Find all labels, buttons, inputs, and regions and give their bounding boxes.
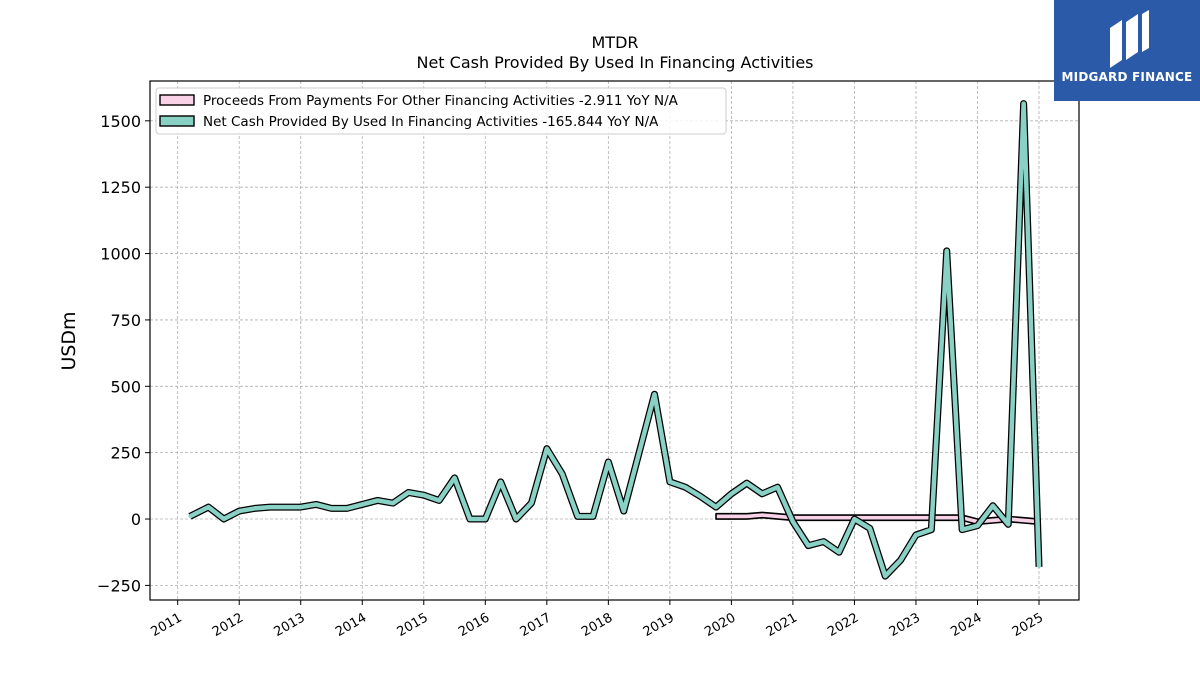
- x-tick-label: 2012: [210, 610, 246, 640]
- data-point: [222, 517, 226, 521]
- y-tick-label: 1250: [100, 178, 141, 197]
- data-point: [852, 517, 856, 521]
- data-point: [314, 502, 318, 506]
- y-tick-label: −250: [97, 576, 141, 595]
- data-point: [529, 501, 533, 505]
- data-point: [637, 451, 641, 455]
- midgard-logo-icon: [1110, 10, 1149, 68]
- data-point: [576, 514, 580, 518]
- data-point: [883, 574, 887, 578]
- x-tick-label: 2017: [518, 610, 554, 640]
- x-tick-label: 2015: [395, 610, 431, 640]
- data-point: [237, 509, 241, 513]
- data-point: [791, 520, 795, 524]
- y-axis-label: USDm: [58, 311, 80, 370]
- x-tick-label: 2024: [948, 610, 984, 640]
- data-point: [453, 476, 457, 480]
- legend-label-proceeds: Proceeds From Payments For Other Financi…: [203, 93, 679, 109]
- data-point: [499, 480, 503, 484]
- data-point: [483, 517, 487, 521]
- legend-swatch-proceeds: [159, 94, 195, 106]
- data-point: [668, 480, 672, 484]
- y-tick-label: 750: [110, 311, 141, 330]
- data-point: [545, 447, 549, 451]
- data-point: [514, 517, 518, 521]
- series-layer: [188, 100, 1043, 580]
- data-point: [345, 506, 349, 510]
- data-point: [188, 514, 192, 518]
- legend-label-net-cash: Net Cash Provided By Used In Financing A…: [203, 114, 659, 130]
- data-point: [1022, 102, 1026, 106]
- legend-swatch-net-cash: [159, 115, 195, 127]
- data-point: [283, 505, 287, 509]
- data-point: [1006, 522, 1010, 526]
- data-point: [406, 490, 410, 494]
- data-point: [360, 502, 364, 506]
- x-tick-label: 2023: [887, 610, 923, 640]
- data-point: [806, 544, 810, 548]
- x-tick-label: 2019: [641, 610, 677, 640]
- data-point: [729, 492, 733, 496]
- y-tick-label: 250: [110, 444, 141, 463]
- y-tick-label: 1000: [100, 245, 141, 264]
- x-tick-label: 2013: [272, 610, 308, 640]
- data-point: [745, 481, 749, 485]
- legend-box: [155, 87, 727, 135]
- data-point: [253, 506, 257, 510]
- data-point: [899, 558, 903, 562]
- plot-frame: [149, 80, 1080, 601]
- legend: Proceeds From Payments For Other Financi…: [155, 87, 727, 135]
- data-point: [960, 528, 964, 532]
- data-point: [945, 249, 949, 253]
- data-point: [975, 524, 979, 528]
- data-point: [1037, 565, 1041, 569]
- data-point: [376, 498, 380, 502]
- data-point: [929, 528, 933, 532]
- data-point: [622, 509, 626, 513]
- data-point: [822, 540, 826, 544]
- data-point: [299, 505, 303, 509]
- data-point: [714, 505, 718, 509]
- data-point: [991, 504, 995, 508]
- data-point: [391, 501, 395, 505]
- data-point: [560, 472, 564, 476]
- data-point: [837, 550, 841, 554]
- data-point: [206, 505, 210, 509]
- data-point: [329, 506, 333, 510]
- data-point: [606, 460, 610, 464]
- x-tick-label: 2014: [333, 610, 369, 640]
- x-tick-label: 2025: [1010, 610, 1046, 640]
- data-point: [699, 494, 703, 498]
- data-point: [468, 517, 472, 521]
- data-point: [914, 533, 918, 537]
- x-tick-label: 2022: [825, 610, 861, 640]
- data-point: [868, 526, 872, 530]
- data-point: [437, 498, 441, 502]
- data-point: [760, 492, 764, 496]
- data-point: [652, 392, 656, 396]
- data-point: [422, 493, 426, 497]
- data-point: [776, 485, 780, 489]
- x-tick-label: 2018: [579, 610, 615, 640]
- logo-wordmark: MIDGARD FINANCE: [1061, 70, 1193, 84]
- y-tick-label: 0: [131, 510, 141, 529]
- y-tick-label: 1500: [100, 112, 141, 131]
- chart-title: MTDR: [591, 33, 638, 52]
- data-point: [591, 514, 595, 518]
- x-tick-label: 2020: [702, 610, 738, 640]
- x-tick-label: 2021: [764, 610, 800, 640]
- x-tick-label: 2011: [149, 610, 185, 640]
- midgard-finance-logo: MIDGARD FINANCE: [1054, 0, 1200, 101]
- series-line-net-cash: [188, 101, 1042, 579]
- y-tick-label: 500: [110, 377, 141, 396]
- data-point: [683, 485, 687, 489]
- x-tick-label: 2016: [456, 610, 492, 640]
- chart-subtitle: Net Cash Provided By Used In Financing A…: [416, 53, 813, 72]
- data-point: [268, 505, 272, 509]
